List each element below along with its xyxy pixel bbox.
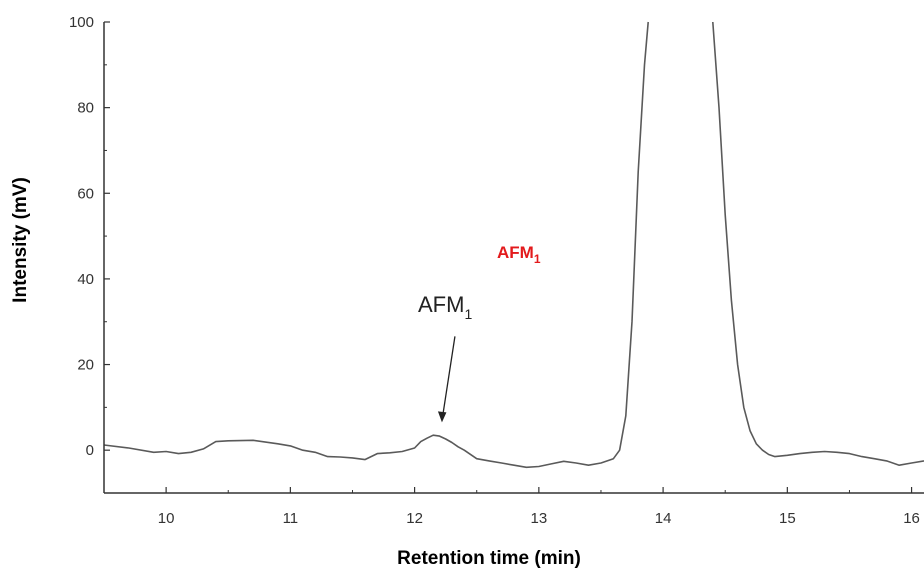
x-tick-label: 13 [531, 510, 548, 527]
x-tick-label: 10 [158, 510, 175, 527]
y-tick-label: 80 [77, 100, 94, 117]
x-tick-label: 12 [406, 510, 423, 527]
afm1-peak-annotation: AFM1 [418, 292, 472, 322]
x-tick-label: 16 [903, 510, 920, 527]
afm1-arrow-line [442, 336, 456, 415]
red-afm1-label: AFM1 [497, 243, 541, 266]
x-axis-title: Retention time (min) [397, 548, 581, 569]
x-tick-label: 15 [779, 510, 796, 527]
y-tick-label: 100 [69, 14, 94, 31]
afm1-arrow-head [437, 411, 447, 423]
y-tick-label: 0 [86, 442, 94, 459]
y-tick-label: 60 [77, 185, 94, 202]
x-tick-label: 11 [283, 510, 299, 527]
x-tick-label: 14 [655, 510, 672, 527]
y-tick-label: 40 [77, 271, 94, 288]
x-axis-ticks: 10 11 12 13 14 15 16 [158, 487, 920, 527]
y-tick-label: 20 [77, 357, 94, 374]
chromatogram-trace [103, 21, 924, 469]
y-axis-title: Intensity (mV) [10, 177, 31, 303]
